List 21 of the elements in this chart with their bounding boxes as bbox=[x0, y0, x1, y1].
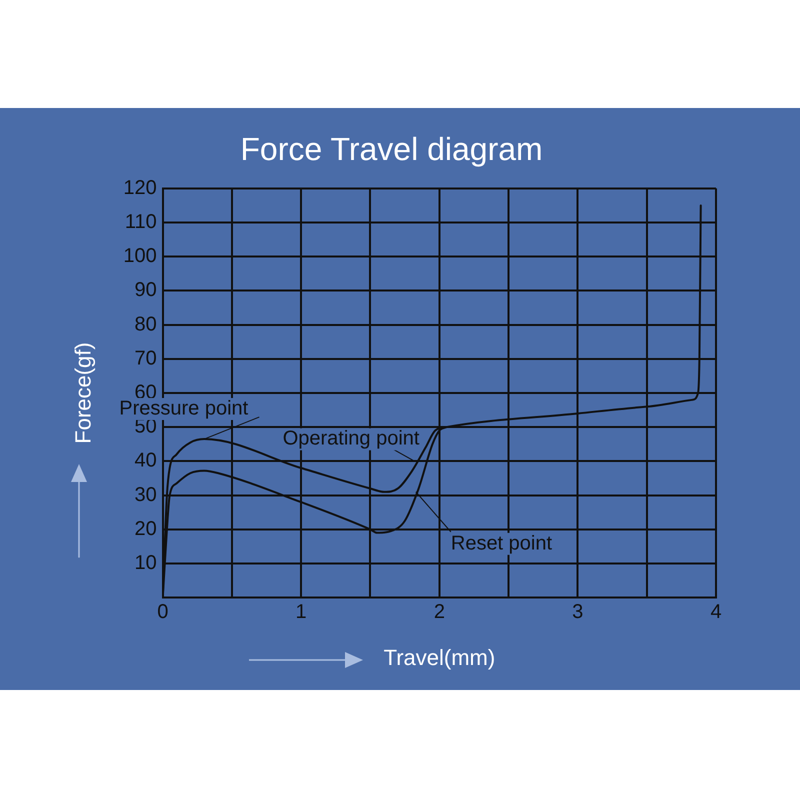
y-tick-label: 100 bbox=[123, 245, 157, 268]
y-tick-label: 80 bbox=[134, 313, 157, 336]
annotation: Reset point bbox=[450, 532, 552, 554]
y-axis-title: Forece(gf) bbox=[70, 342, 96, 444]
y-tick-label: 90 bbox=[134, 279, 157, 302]
y-tick-label: 30 bbox=[134, 484, 157, 506]
chart-title: Force Travel diagram bbox=[240, 131, 543, 168]
annotation: Pressure point bbox=[119, 398, 249, 420]
y-tick-label: 10 bbox=[134, 552, 157, 574]
x-tick-label: 0 bbox=[157, 601, 168, 624]
x-tick-label: 1 bbox=[296, 601, 307, 624]
x-tick-label: 3 bbox=[572, 601, 584, 624]
y-tick-label: 110 bbox=[124, 211, 157, 234]
y-tick-label: 40 bbox=[134, 450, 157, 472]
y-tick-label: 20 bbox=[134, 518, 157, 540]
x-axis-title: Travel(mm) bbox=[384, 644, 496, 670]
y-tick-label: 120 bbox=[123, 176, 157, 199]
x-tick-label: 4 bbox=[710, 601, 722, 624]
y-tick-label: 70 bbox=[134, 347, 157, 370]
annotation: Operating point bbox=[282, 428, 420, 450]
x-tick-label: 2 bbox=[434, 601, 445, 624]
